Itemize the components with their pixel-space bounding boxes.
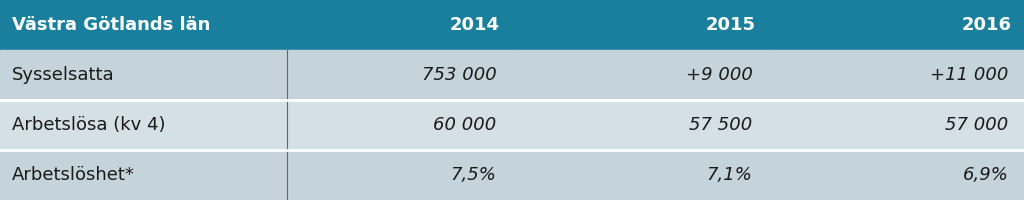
Text: 2014: 2014 xyxy=(450,16,500,34)
Text: 2016: 2016 xyxy=(962,16,1012,34)
Text: Västra Götlands län: Västra Götlands län xyxy=(12,16,211,34)
Text: 57 500: 57 500 xyxy=(689,116,753,134)
Bar xyxy=(768,0,1024,50)
Bar xyxy=(287,150,512,200)
Bar xyxy=(0,150,287,200)
Bar xyxy=(0,0,287,50)
Text: +11 000: +11 000 xyxy=(930,66,1009,84)
Bar xyxy=(512,0,768,50)
Text: Arbetslösa (kv 4): Arbetslösa (kv 4) xyxy=(12,116,166,134)
Bar xyxy=(768,150,1024,200)
Text: 2015: 2015 xyxy=(706,16,756,34)
Text: 60 000: 60 000 xyxy=(433,116,497,134)
Text: 57 000: 57 000 xyxy=(945,116,1009,134)
Text: 6,9%: 6,9% xyxy=(963,166,1009,184)
Bar xyxy=(0,100,287,150)
Bar xyxy=(287,0,512,50)
Bar xyxy=(512,100,768,150)
Text: 753 000: 753 000 xyxy=(422,66,497,84)
Bar xyxy=(768,100,1024,150)
Text: 7,5%: 7,5% xyxy=(451,166,497,184)
Bar xyxy=(512,150,768,200)
Text: Sysselsatta: Sysselsatta xyxy=(12,66,115,84)
Bar xyxy=(0,50,287,100)
Text: 7,1%: 7,1% xyxy=(707,166,753,184)
Text: Arbetslöshet*: Arbetslöshet* xyxy=(12,166,135,184)
Bar xyxy=(512,50,768,100)
Text: +9 000: +9 000 xyxy=(686,66,753,84)
Bar xyxy=(768,50,1024,100)
Bar xyxy=(287,50,512,100)
Bar xyxy=(287,100,512,150)
